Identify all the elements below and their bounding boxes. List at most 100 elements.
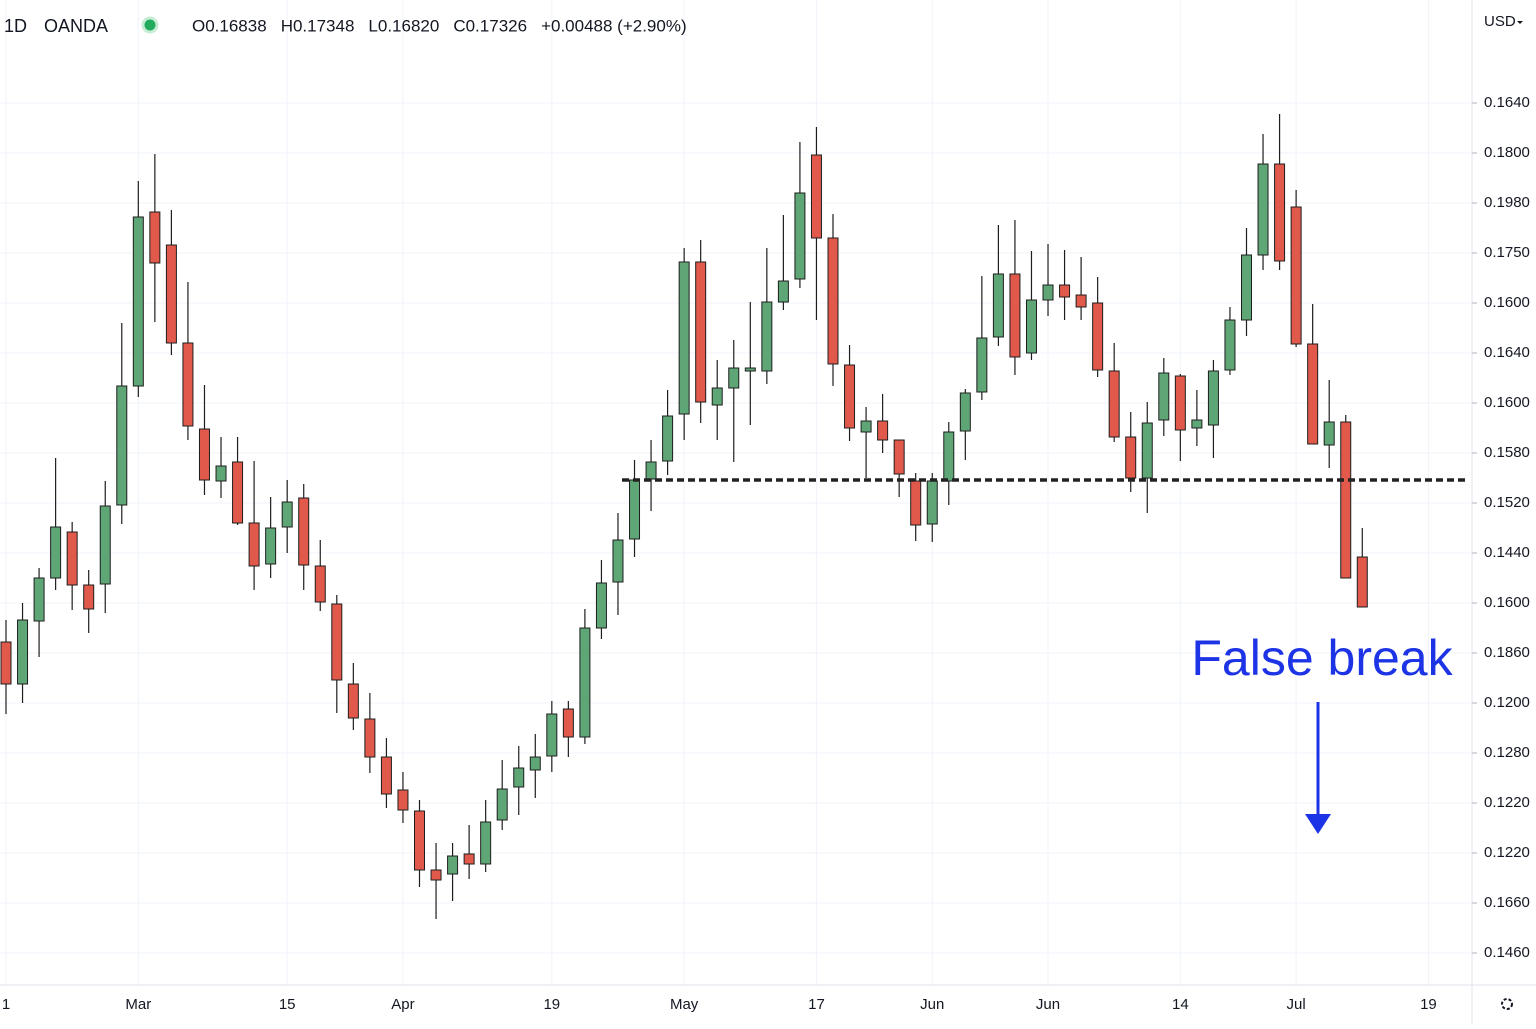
- grid: [0, 0, 1472, 985]
- y-tick-label: 0.1600: [1484, 394, 1530, 411]
- currency[interactable]: USD: [1484, 13, 1516, 30]
- source[interactable]: OANDA: [44, 16, 108, 36]
- candle-body: [1323, 421, 1335, 446]
- candle-body: [1307, 343, 1319, 445]
- candle-body: [1340, 421, 1352, 579]
- candle-body: [1009, 273, 1021, 358]
- candle-body: [810, 154, 822, 239]
- x-tick-label: May: [670, 996, 699, 1013]
- candle-body: [612, 539, 624, 583]
- ohlc-value: H0.17348: [281, 16, 355, 35]
- candle-body: [1158, 372, 1170, 421]
- y-tick-label: 0.1600: [1484, 594, 1530, 611]
- y-tick-label: 0.1220: [1484, 844, 1530, 861]
- candle-body: [1108, 370, 1120, 438]
- candle-body: [761, 301, 773, 372]
- candle-body: [695, 261, 707, 403]
- candle-body: [1075, 294, 1087, 308]
- y-tick-label: 0.1440: [1484, 544, 1530, 561]
- candle-body: [364, 718, 376, 758]
- candle-body: [397, 789, 409, 811]
- candle-body: [480, 821, 492, 865]
- candle-body: [314, 565, 326, 603]
- candle-body: [645, 461, 657, 480]
- candle-body: [678, 261, 690, 415]
- currency-caret[interactable]: [1517, 21, 1523, 24]
- candle-body: [1356, 556, 1368, 608]
- y-tick-label: 0.1800: [1484, 144, 1530, 161]
- candle-body: [1025, 299, 1037, 354]
- candle-body: [1191, 419, 1203, 429]
- ohlc-value: O0.16838: [192, 16, 267, 35]
- candle-body: [562, 708, 574, 738]
- candle-body: [1241, 254, 1252, 321]
- candle-body: [198, 428, 210, 481]
- x-tick-label: Jul: [1287, 996, 1306, 1013]
- candle-body: [1141, 422, 1153, 479]
- settings-icon[interactable]: [1501, 998, 1513, 1010]
- candle-body: [794, 192, 806, 280]
- candle-body: [629, 479, 641, 540]
- y-tick-label: 0.1860: [1484, 644, 1530, 661]
- candle-body: [827, 237, 839, 365]
- candle-body: [529, 756, 541, 771]
- y-tick-label: 0.1980: [1484, 194, 1530, 211]
- candle-body: [463, 853, 475, 865]
- candle-body: [1042, 284, 1054, 301]
- candle-body: [926, 480, 938, 525]
- x-tick-label: 15: [279, 996, 296, 1013]
- candle-body: [331, 603, 343, 681]
- y-tick-label: 0.1280: [1484, 744, 1530, 761]
- annotation: False break: [1191, 630, 1453, 686]
- candle-body: [744, 367, 756, 372]
- candle-body: [298, 497, 310, 566]
- candle-body: [99, 505, 111, 585]
- candle-body: [0, 641, 12, 685]
- candle-body: [1257, 163, 1269, 256]
- x-tick-label: 19: [1420, 996, 1437, 1013]
- candle-body: [116, 385, 128, 506]
- candle-body: [777, 280, 789, 303]
- y-tick-label: 0.1220: [1484, 794, 1530, 811]
- y-tick-label: 0.1750: [1484, 244, 1530, 261]
- candle-body: [728, 367, 740, 389]
- candle-body: [248, 522, 260, 567]
- candle-body: [1092, 302, 1104, 371]
- candle-body: [910, 480, 922, 526]
- x-tick-label: Jun: [1036, 996, 1060, 1013]
- candle-body: [711, 387, 723, 406]
- candle-body: [595, 582, 607, 629]
- candle-body: [943, 431, 955, 482]
- x-tick-label: 17: [808, 996, 825, 1013]
- candle-body: [50, 526, 62, 579]
- candle-body: [992, 273, 1004, 338]
- candle-body: [149, 211, 161, 264]
- candle-body: [132, 216, 144, 387]
- x-tick-label: Mar: [125, 996, 151, 1013]
- y-tick-label: 0.1460: [1484, 944, 1530, 961]
- candle-body: [546, 713, 558, 757]
- candle-body: [430, 869, 442, 881]
- status-dot: [141, 16, 159, 34]
- y-tick-label: 0.1200: [1484, 694, 1530, 711]
- x-tick-label: 19: [543, 996, 560, 1013]
- x-tick-label: 14: [1172, 996, 1189, 1013]
- candle-body: [1224, 319, 1236, 371]
- interval[interactable]: 1D: [4, 16, 27, 36]
- candle-body: [496, 788, 508, 821]
- candle-body: [232, 461, 244, 524]
- ohlc-value: +0.00488 (+2.90%): [541, 16, 687, 35]
- candle-body: [281, 501, 293, 528]
- ohlc-value: C0.17326: [453, 16, 527, 35]
- candle-body: [347, 683, 359, 719]
- x-tick-label: Jun: [920, 996, 944, 1013]
- candle-body: [1125, 436, 1137, 479]
- candle-body: [33, 577, 45, 622]
- y-tick-label: 0.1640: [1484, 94, 1530, 111]
- candle-body: [844, 364, 856, 429]
- candle-body: [447, 855, 459, 875]
- candle-body: [1290, 206, 1302, 345]
- candle-body: [215, 465, 227, 482]
- y-tick-label: 0.1660: [1484, 894, 1530, 911]
